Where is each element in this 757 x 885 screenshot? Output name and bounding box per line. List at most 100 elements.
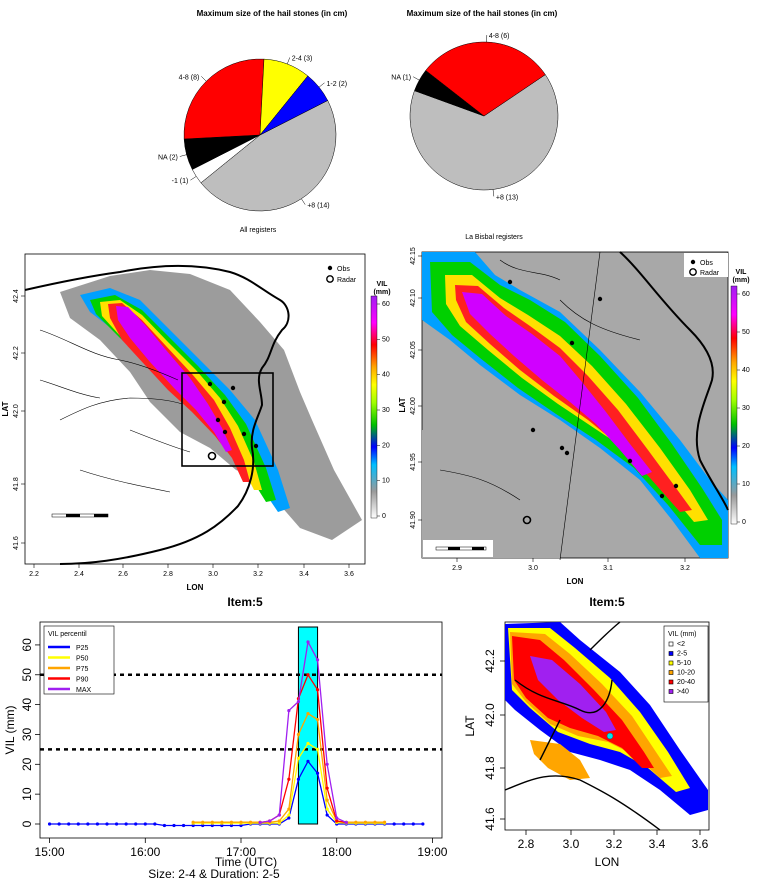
pie-label: NA (2) (158, 154, 178, 161)
y-tick-label: 10 (20, 787, 34, 801)
legend-label: P75 (76, 666, 89, 673)
map2-borders (439, 251, 641, 561)
map2-caption: La Bisbal registers (465, 234, 523, 241)
data-point (373, 820, 377, 824)
data-point (248, 820, 253, 824)
data-point (315, 717, 320, 722)
y-tick-label: 42.05 (410, 341, 417, 359)
y-tick-label: 42.0 (483, 703, 497, 727)
data-point (306, 673, 310, 677)
data-point (124, 822, 128, 826)
map-la-bisbal: Obs Radar La Bisbal registers VIL (mm) 0… (398, 234, 750, 586)
colorbar-tick-label: 50 (742, 329, 750, 336)
colorbar-tick-label: 50 (382, 336, 390, 343)
map3-borders (504, 621, 661, 831)
data-point (287, 813, 291, 817)
map1-track-magenta (116, 306, 232, 452)
map1-scale-bar (51, 513, 109, 518)
data-point (325, 762, 329, 766)
x-tick-label: 3.4 (649, 837, 666, 851)
data-point (354, 820, 358, 824)
series-p50 (193, 742, 385, 824)
legend-swatch (668, 660, 674, 666)
data-point (220, 823, 224, 828)
colorbar-tick-label: 30 (742, 405, 750, 412)
map1-obs-points (207, 381, 259, 449)
x-tick-label: 15:00 (35, 845, 65, 859)
pie-label: +8 (13) (496, 194, 518, 201)
pie-leader (492, 189, 495, 197)
map1-legend: Obs Radar (326, 265, 357, 284)
data-point (229, 823, 234, 828)
data-point (315, 747, 320, 751)
x-tick-label: 3.6 (692, 837, 709, 851)
y-tick-label: 20 (20, 757, 34, 771)
pie-leader (201, 76, 207, 82)
map1-legend-obs-symbol (327, 265, 333, 271)
data-point (134, 822, 138, 826)
data-point (277, 813, 281, 817)
data-point (191, 823, 195, 828)
map2-colorbar-unit: (mm) (732, 277, 749, 284)
legend-label: MAX (76, 687, 92, 694)
map-overview: Obs Radar VIL (mm) 0 10 20 30 40 50 60 2.2 2.4 2… (1, 253, 391, 592)
legend-label: <2 (677, 641, 685, 648)
y-tick-label: 50 (20, 668, 34, 682)
map1-legend-radar: Radar (337, 277, 357, 284)
legend-swatch (668, 641, 674, 647)
line-chart: Item:5 15:00 16:00 17:00 18:00 19:00 0 10 20 30 4… (3, 595, 448, 881)
data-point (315, 688, 320, 692)
map2-legend-radar: Radar (700, 270, 720, 277)
map2-legend-radar-symbol (689, 268, 697, 276)
data-point (335, 819, 339, 823)
pie-label: 4-8 (8) (179, 74, 200, 81)
obs-point (207, 381, 213, 387)
series-p25 (49, 760, 423, 827)
colorbar-tick-label: 60 (382, 301, 390, 308)
line-legend-box (43, 625, 115, 695)
pie-all-registers: Maximum size of the hail stones (in cm) … (158, 9, 348, 234)
obs-point (241, 431, 247, 437)
colorbar-tick-label: 60 (742, 291, 750, 298)
y-tick-label: 42.2 (483, 649, 497, 673)
pie-la-bisbal: Maximum size of the hail stones (in cm) … (391, 9, 559, 201)
legend-swatch (668, 651, 674, 656)
data-point (191, 820, 195, 824)
y-tick-label: 30 (20, 727, 34, 741)
map3-title: Item:5 (589, 595, 625, 609)
x-tick-label: 3.4 (299, 571, 309, 578)
obs-point (230, 385, 236, 391)
obs-point (221, 399, 227, 405)
x-tick-label: 2.6 (118, 571, 128, 578)
map2-track-magenta (462, 292, 652, 476)
x-tick-label: 3.1 (603, 565, 613, 572)
map2-legend-obs-symbol (690, 259, 696, 265)
series-p75 (193, 712, 385, 823)
data-point (105, 822, 109, 826)
x-axis-label: LON (567, 577, 584, 586)
x-tick-label: 2.4 (74, 571, 84, 578)
y-tick-label: 42.00 (410, 397, 417, 415)
highlight-box (297, 626, 319, 825)
data-point (181, 823, 186, 828)
pie-leader (190, 176, 197, 181)
data-point (114, 822, 119, 826)
data-point (153, 822, 157, 826)
pie-leader (179, 154, 187, 157)
pie-leader (301, 198, 306, 205)
map2-scale-bar (435, 546, 487, 551)
x-tick-label: 3.0 (208, 571, 218, 578)
legend-label: >40 (677, 689, 689, 696)
data-point (57, 822, 61, 826)
line-legend: VIL percentil P25 P50 P75 P90 MAX (43, 625, 115, 695)
legend-swatch (668, 679, 674, 685)
map2-coastline (619, 251, 729, 511)
map3-region-gt40 (530, 656, 616, 732)
pie-label: 4-8 (6) (489, 33, 510, 40)
x-tick-label: 2.9 (452, 565, 462, 572)
data-point (411, 822, 415, 826)
data-point (382, 820, 387, 824)
colorbar-tick-label: 20 (742, 443, 750, 450)
data-point (76, 822, 80, 826)
